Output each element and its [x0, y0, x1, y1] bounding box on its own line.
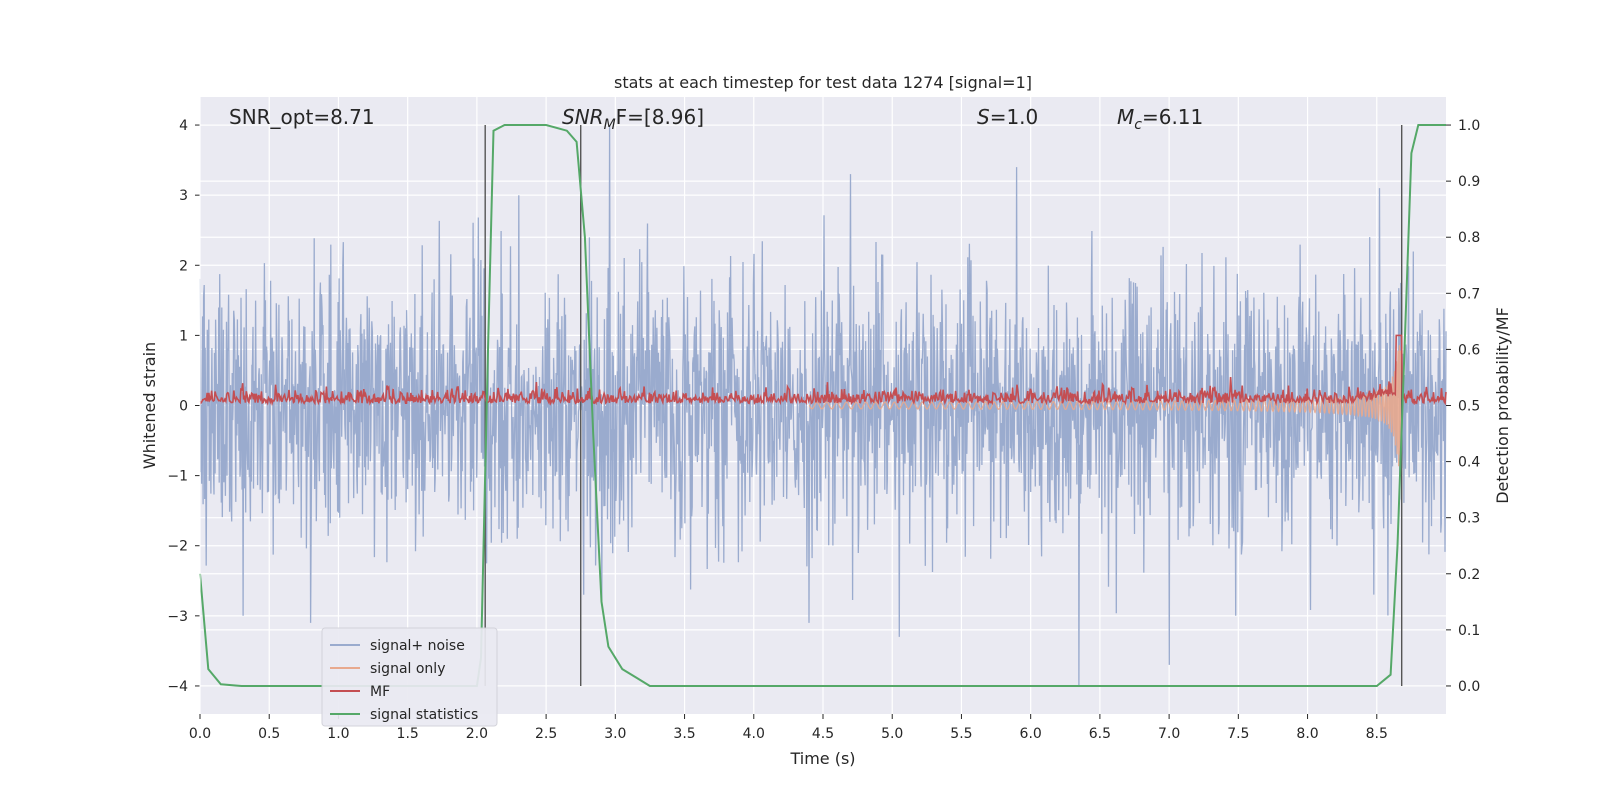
annotation-snr-opt: SNR_opt=8.71 — [229, 105, 375, 129]
annotation-snr-mf-rest: F=[8.96] — [616, 105, 704, 129]
legend-box — [321, 627, 498, 727]
series-mf — [199, 334, 1447, 407]
y2-tick-label: 0.1 — [1458, 623, 1480, 639]
mf-line — [199, 334, 1447, 407]
axes: 0.0 0.5 1.0 1.5 2.0 2.5 3.0 3.5 4.0 4.5 5.0 5.5 6.0 6… — [167, 97, 1480, 742]
y2-tick-label: 0.6 — [1458, 342, 1480, 358]
y2-tick-label: 1.0 — [1458, 118, 1480, 134]
x-tick-label: 4.0 — [743, 726, 765, 742]
annotation-s-rest: =1.0 — [990, 105, 1039, 129]
x-tick-label: 8.0 — [1296, 726, 1318, 742]
annotation-mc: Mc=6.11 — [1117, 105, 1203, 133]
legend-label: MF — [370, 684, 390, 700]
y-tick-label: 3 — [179, 188, 188, 204]
annotation-snr-mf: SNRMF=[8.96] — [562, 105, 704, 133]
x-tick-label: 7.5 — [1227, 726, 1249, 742]
y2-tick-label: 0.8 — [1458, 230, 1480, 246]
legend: signal+ noise signal only MF signal statist… — [321, 627, 498, 727]
annotation-mc-rest: =6.11 — [1142, 105, 1203, 129]
annotation-s: S=1.0 — [977, 105, 1038, 129]
y2-tick-label: 0.4 — [1458, 455, 1480, 471]
y-tick-label: 1 — [179, 328, 188, 344]
y2-axis-label: Detection probability/MF — [1493, 307, 1512, 504]
y2-tick-label: 0.5 — [1458, 399, 1480, 415]
x-tick-label: 7.0 — [1158, 726, 1180, 742]
x-tick-label: 1.0 — [327, 726, 349, 742]
y2-tick-label: 0.0 — [1458, 679, 1480, 695]
legend-label: signal+ noise — [370, 638, 465, 654]
y-tick-label: −2 — [167, 539, 188, 555]
annotation-mc-sub: c — [1134, 117, 1142, 133]
legend-label: signal statistics — [370, 707, 478, 723]
y-tick-label: −4 — [167, 679, 188, 695]
x-tick-label: 0.0 — [189, 726, 211, 742]
x-tick-label: 2.0 — [466, 726, 488, 742]
x-tick-label: 4.5 — [812, 726, 834, 742]
x-tick-label: 6.0 — [1020, 726, 1042, 742]
x-tick-label: 8.5 — [1366, 726, 1388, 742]
x-tick-label: 5.5 — [950, 726, 972, 742]
x-tick-label: 3.5 — [673, 726, 695, 742]
x-tick-label: 5.0 — [881, 726, 903, 742]
y2-tick-label: 0.3 — [1458, 511, 1480, 527]
y2-tick-label: 0.9 — [1458, 174, 1480, 190]
annotation-mc-main: M — [1117, 105, 1134, 129]
legend-label: signal only — [370, 661, 445, 677]
y-axis-label: Whitened strain — [140, 342, 159, 469]
x-tick-label: 1.5 — [397, 726, 419, 742]
y-tick-label: −3 — [167, 609, 188, 625]
chart-title: stats at each timestep for test data 127… — [614, 73, 1032, 92]
x-tick-label: 3.0 — [604, 726, 626, 742]
annotation-s-main: S — [977, 105, 990, 129]
y-tick-label: −1 — [167, 469, 188, 485]
y-tick-label: 2 — [179, 258, 188, 274]
x-tick-label: 6.5 — [1089, 726, 1111, 742]
y-tick-label: 4 — [179, 118, 188, 134]
annotation-snr-mf-sub: M — [604, 117, 616, 133]
y-tick-label: 0 — [179, 399, 188, 415]
y2-tick-label: 0.7 — [1458, 286, 1480, 302]
x-tick-label: 0.5 — [258, 726, 280, 742]
y2-tick-label: 0.2 — [1458, 567, 1480, 583]
x-axis-label: Time (s) — [789, 749, 855, 768]
x-tick-label: 2.5 — [535, 726, 557, 742]
annotation-snr-mf-main: SNR — [562, 105, 604, 129]
